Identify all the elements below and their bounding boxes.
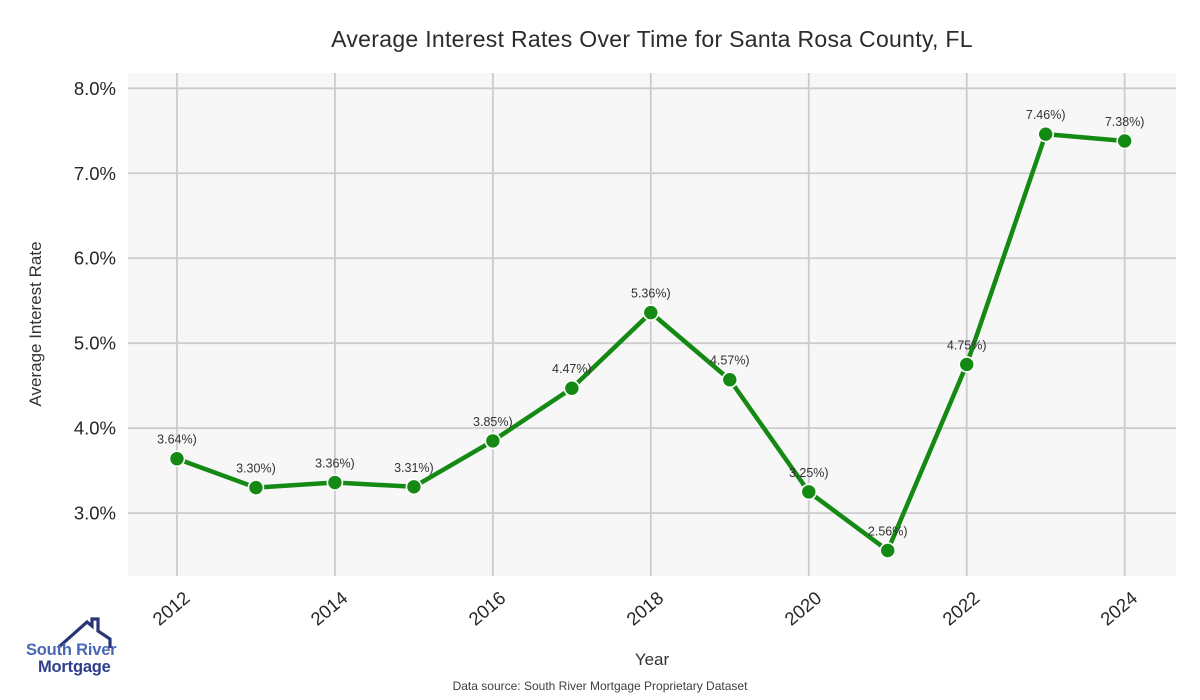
data-point — [879, 542, 897, 559]
data-point — [247, 479, 265, 496]
y-axis-title: Average Interest Rate — [26, 241, 45, 407]
company-logo: South River Mortgage — [18, 614, 150, 684]
data-point-label: 5.36%) — [631, 287, 671, 301]
x-tick-label: 2012 — [149, 587, 194, 630]
data-point-label: 4.47%) — [552, 362, 592, 376]
y-tick-label: 4.0% — [74, 418, 116, 439]
x-tick-label: 2018 — [622, 587, 667, 630]
data-point — [958, 356, 976, 373]
x-axis-title: Year — [634, 650, 670, 669]
data-point — [800, 483, 818, 501]
x-tick-label: 2022 — [938, 587, 983, 630]
house-roof-icon — [58, 617, 112, 648]
y-tick-label: 5.0% — [74, 333, 116, 354]
y-tick-label: 3.0% — [74, 503, 116, 524]
data-point — [563, 379, 581, 397]
x-tick-label: 2020 — [780, 587, 825, 630]
data-point-label: 3.30%) — [236, 462, 276, 476]
data-point-label: 3.31%) — [394, 461, 434, 475]
data-point — [326, 474, 344, 491]
data-point-label: 7.46%) — [1026, 108, 1066, 122]
data-point-label: 4.57%) — [710, 354, 750, 368]
data-point — [405, 478, 423, 496]
y-tick-label: 6.0% — [74, 248, 116, 269]
data-point-label: 4.75%) — [947, 338, 987, 352]
data-point — [1116, 132, 1133, 150]
y-tick-label: 7.0% — [74, 163, 116, 184]
data-point-label: 2.56%) — [868, 525, 908, 539]
x-tick-label: 2016 — [464, 587, 509, 630]
x-tick-label: 2024 — [1096, 587, 1141, 630]
chart-title: Average Interest Rates Over Time for San… — [331, 26, 973, 52]
logo-text-line1: South River — [26, 641, 117, 659]
x-tick-label: 2014 — [306, 587, 351, 630]
data-point — [168, 450, 186, 468]
y-tick-label: 8.0% — [74, 78, 116, 99]
data-point-label: 3.36%) — [315, 457, 355, 471]
data-point-label: 3.64%) — [157, 433, 197, 447]
data-point — [721, 371, 739, 389]
data-point-label: 3.85%) — [473, 415, 513, 429]
data-point-label: 7.38%) — [1105, 115, 1145, 129]
data-point — [484, 432, 502, 450]
data-point — [642, 304, 660, 321]
data-source-note: Data source: South River Mortgage Propri… — [452, 679, 748, 693]
plot-area — [128, 73, 1176, 576]
logo-text-line2: Mortgage — [38, 658, 111, 676]
data-point — [1037, 125, 1054, 143]
data-point-label: 3.25%) — [789, 466, 829, 480]
